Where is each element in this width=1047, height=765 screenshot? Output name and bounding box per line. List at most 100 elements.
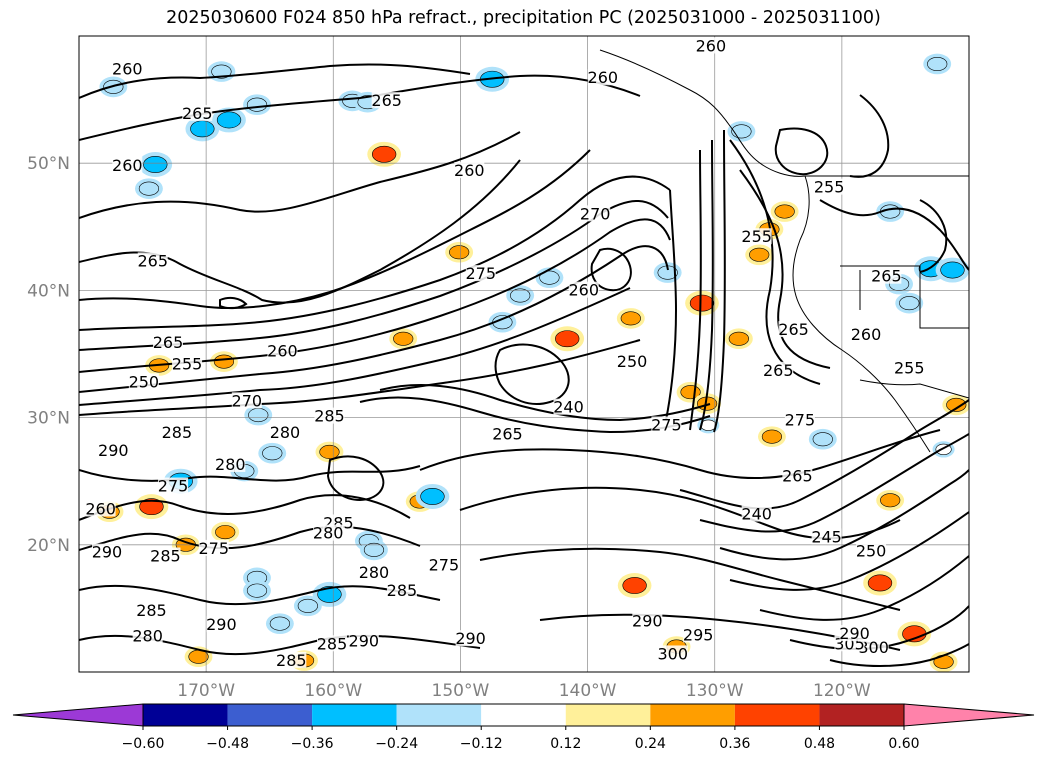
contour-label-bg — [112, 157, 143, 174]
precip-patch — [728, 331, 749, 346]
contour-label-bg — [741, 228, 772, 245]
colorbar-bin — [481, 704, 566, 726]
colorbar-tick-label: −0.48 — [206, 736, 249, 752]
precip-patch — [946, 397, 967, 412]
contour-label: 265 — [782, 466, 813, 485]
colorbar-tick-label: −0.36 — [291, 736, 334, 752]
contour-label-bg — [454, 162, 485, 179]
contour-label-bg — [215, 455, 246, 472]
contour-label-bg — [136, 602, 167, 619]
contour-label-bg — [428, 556, 459, 573]
precip-patch — [510, 288, 531, 303]
precip-patch — [420, 488, 445, 505]
colorbar-bin — [143, 704, 228, 726]
colorbar-bin — [650, 704, 735, 726]
contour-label-bg — [85, 500, 116, 517]
precip-patch — [319, 444, 340, 459]
precip-patch — [555, 330, 580, 348]
contour-label: 260 — [112, 156, 143, 175]
precip-patch — [248, 408, 269, 423]
precip-patch — [867, 574, 893, 592]
precip-patch — [449, 245, 470, 260]
contour-label-bg — [98, 441, 129, 458]
contour-label-bg — [91, 543, 122, 560]
contour-label-bg — [683, 626, 714, 643]
colorbar-bin — [312, 704, 397, 726]
precip-patch — [622, 577, 647, 594]
contour-label: 285 — [276, 651, 307, 670]
contour-label: 255 — [741, 227, 772, 246]
colorbar-tick-label: −0.24 — [375, 736, 418, 752]
contour-label-bg — [153, 333, 183, 350]
contour-label-bg — [657, 645, 688, 662]
colorbar-tick-label: −0.60 — [122, 736, 165, 752]
contour-label: 260 — [454, 161, 485, 180]
precip-patch — [139, 498, 164, 516]
contour-label-bg — [128, 373, 159, 390]
precip-patch — [138, 181, 160, 196]
precip-patch — [143, 156, 168, 173]
contour-label: 300 — [657, 644, 688, 663]
contour-label-bg — [269, 424, 300, 441]
contour-label: 285 — [317, 634, 348, 653]
precip-patch — [774, 204, 795, 219]
colorbar-extend-low — [12, 703, 144, 727]
colorbar-bin — [565, 704, 651, 726]
contour-label-bg — [784, 411, 815, 428]
contour-labels: 260 260 265 265 265 265 260 260 260 255 250 260 270 2… — [85, 36, 924, 669]
contour-label-bg — [455, 630, 486, 647]
precip-patch — [620, 311, 641, 326]
precip-patch — [371, 145, 397, 163]
colorbar-bin — [396, 704, 482, 726]
contour-label-bg — [858, 639, 889, 656]
coastlines — [599, 49, 969, 453]
contour-label: 255 — [894, 358, 925, 377]
axis-labels: 50°N 40°N 30°N 20°N 170°W 160°W 150°W 140°W 130°… — [27, 154, 871, 701]
precip-patch — [393, 331, 414, 346]
contour-label-bg — [386, 581, 417, 598]
contour-label: 290 — [455, 629, 486, 648]
contour-label: 275 — [785, 410, 816, 429]
contour-label-bg — [553, 398, 584, 415]
colorbar-tick-label: 0.12 — [550, 736, 581, 752]
contour-label-bg — [856, 542, 887, 559]
contour-label-bg — [568, 281, 599, 298]
contour-label: 280 — [270, 423, 301, 442]
precip-patch — [539, 270, 560, 285]
precip-patch — [246, 97, 268, 112]
contour-label: 265 — [492, 424, 523, 443]
contour-label-bg — [198, 539, 229, 556]
precip-patch — [689, 294, 715, 312]
colorbar-tick-label: 0.36 — [719, 736, 750, 752]
precip-patch — [363, 542, 385, 557]
contour-label: 275 — [198, 539, 229, 558]
contour-label: 285 — [162, 423, 193, 442]
precip-patch — [940, 261, 965, 279]
lat-label: 20°N — [27, 536, 70, 556]
contour-label-bg — [317, 635, 348, 652]
precip-patch — [812, 432, 833, 447]
contour-label: 250 — [856, 541, 887, 560]
contour-label: 300 — [858, 638, 889, 657]
precip-patch — [215, 525, 236, 540]
precip-patch — [297, 598, 318, 613]
contour-label-bg — [811, 528, 842, 545]
precip-patch — [213, 354, 235, 369]
lon-label: 170°W — [177, 681, 235, 701]
precip-patch — [216, 111, 242, 129]
contour-label-bg — [617, 352, 648, 369]
contour-label: 275 — [158, 477, 189, 496]
contour-label-bg — [137, 252, 168, 269]
precip-patch — [246, 583, 268, 598]
contour-label: 260 — [851, 325, 882, 344]
contour-label: 290 — [839, 624, 870, 643]
contour-label: 255 — [172, 354, 203, 373]
contour-label: 270 — [232, 391, 263, 410]
precip-patch — [749, 247, 770, 262]
lon-label: 120°W — [813, 681, 871, 701]
colorbar-tick-label: 0.24 — [635, 736, 666, 752]
contour-label: 290 — [632, 611, 663, 630]
colorbar-tick-label: 0.48 — [804, 736, 835, 752]
contour-label-bg — [587, 69, 618, 86]
colorbar-frame — [142, 703, 905, 727]
